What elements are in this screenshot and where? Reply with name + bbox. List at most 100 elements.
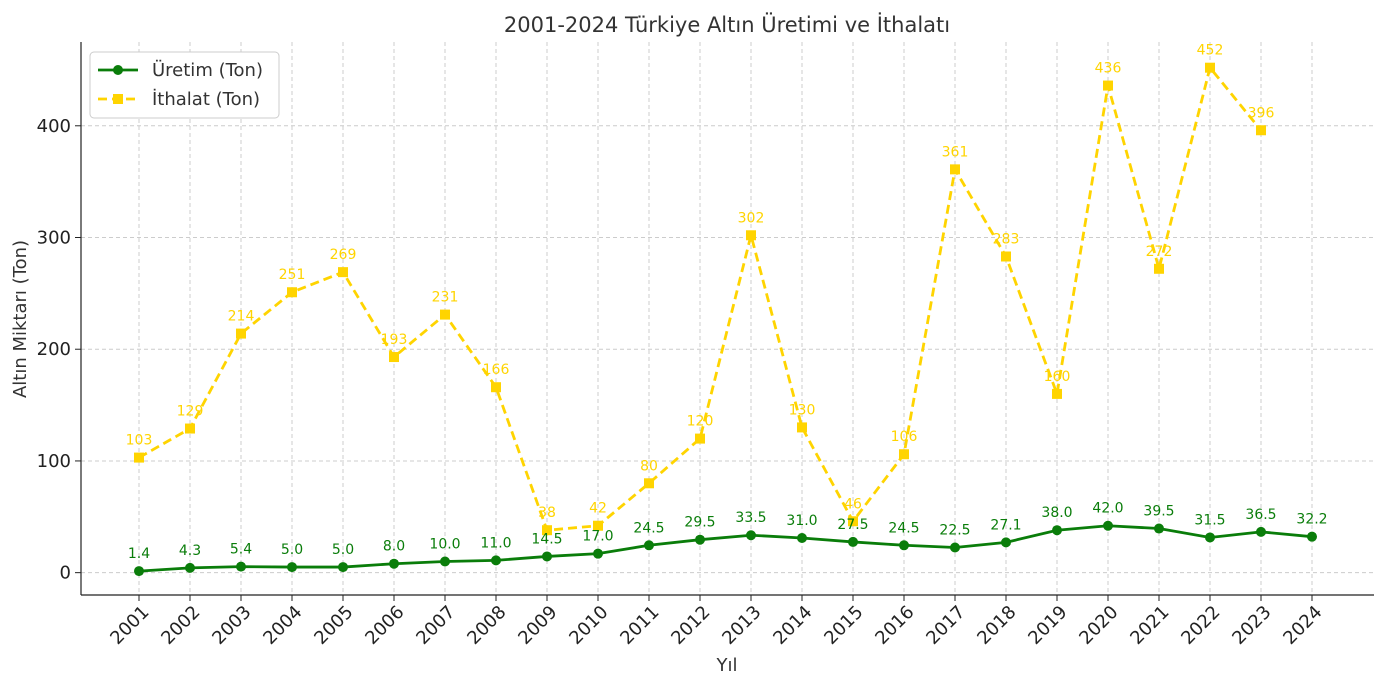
ithalat-point xyxy=(644,478,654,489)
ithalat-point xyxy=(1205,62,1215,73)
y-tick-label: 0 xyxy=(60,563,71,584)
uretim-point xyxy=(491,555,501,566)
x-tick-label: 2003 xyxy=(208,602,255,649)
uretim-point xyxy=(1256,526,1266,537)
uretim-data-label: 24.5 xyxy=(633,520,664,536)
ithalat-point xyxy=(746,230,756,241)
ithalat-point xyxy=(542,525,552,536)
ithalat-point xyxy=(1001,251,1011,262)
y-tick-label: 100 xyxy=(37,451,71,472)
uretim-data-label: 31.5 xyxy=(1194,512,1225,528)
x-tick-label: 2020 xyxy=(1075,602,1122,649)
ithalat-data-label: 120 xyxy=(687,414,714,430)
uretim-data-label: 5.0 xyxy=(281,542,303,558)
uretim-point xyxy=(1103,520,1113,531)
x-tick-label: 2016 xyxy=(871,602,918,649)
x-tick-label: 2013 xyxy=(718,602,765,649)
ithalat-point xyxy=(695,433,705,444)
ithalat-data-label: 269 xyxy=(330,247,357,263)
ithalat-data-label: 396 xyxy=(1248,105,1275,121)
grid xyxy=(81,42,1374,595)
x-axis-label: Yıl xyxy=(716,655,738,676)
uretim-point xyxy=(1205,532,1215,543)
ithalat-point xyxy=(1052,388,1062,399)
uretim-data-label: 22.5 xyxy=(939,523,970,539)
uretim-data-label: 1.4 xyxy=(128,546,150,562)
y-axis-label: Altın Miktarı (Ton) xyxy=(10,240,31,398)
x-tick-label: 2017 xyxy=(922,602,969,649)
ithalat-data-label: 231 xyxy=(432,290,459,306)
x-tick-label: 2019 xyxy=(1024,602,1071,649)
ithalat-point xyxy=(1103,80,1113,91)
uretim-point xyxy=(1052,525,1062,536)
ithalat-data-label: 166 xyxy=(483,362,510,378)
x-tick-label: 2010 xyxy=(565,602,612,649)
x-tick-label: 2014 xyxy=(769,602,816,649)
x-tick-label: 2004 xyxy=(259,602,306,649)
uretim-point xyxy=(338,562,348,573)
uretim-point xyxy=(695,534,705,545)
ithalat-data-label: 160 xyxy=(1044,369,1071,385)
ithalat-point xyxy=(899,449,909,460)
ithalat-point xyxy=(1256,125,1266,136)
uretim-point xyxy=(1001,537,1011,548)
ithalat-point xyxy=(440,309,450,320)
x-tick-label: 2006 xyxy=(361,602,408,649)
uretim-data-label: 24.5 xyxy=(888,520,919,536)
ithalat-point xyxy=(287,287,297,298)
ithalat-point xyxy=(950,164,960,175)
y-tick-label: 300 xyxy=(37,228,71,249)
x-tick-label: 2023 xyxy=(1228,602,1275,649)
ithalat-data-label: 452 xyxy=(1197,43,1224,59)
uretim-data-label: 8.0 xyxy=(383,539,405,555)
y-tick-label: 400 xyxy=(37,116,71,137)
uretim-data-label: 32.2 xyxy=(1296,512,1327,528)
legend-uretim-label: Üretim (Ton) xyxy=(152,59,263,81)
x-tick-label: 2022 xyxy=(1177,602,1224,649)
ithalat-point xyxy=(1154,263,1164,274)
x-tick-label: 2005 xyxy=(310,602,357,649)
series xyxy=(134,62,1317,577)
uretim-data-label: 33.5 xyxy=(735,510,766,526)
chart-title: 2001-2024 Türkiye Altın Üretimi ve İthal… xyxy=(504,12,950,37)
ithalat-data-label: 193 xyxy=(381,332,408,348)
uretim-point xyxy=(236,561,246,572)
uretim-data-label: 17.0 xyxy=(582,529,613,545)
x-tick-label: 2001 xyxy=(106,602,153,649)
uretim-data-label: 31.0 xyxy=(786,513,817,529)
ithalat-data-label: 272 xyxy=(1146,244,1173,260)
uretim-point xyxy=(1154,523,1164,534)
uretim-data-label: 29.5 xyxy=(684,515,715,531)
ithalat-data-label: 129 xyxy=(177,404,204,420)
ithalat-point xyxy=(491,382,501,393)
uretim-point xyxy=(440,556,450,567)
x-tick-label: 2002 xyxy=(157,602,204,649)
uretim-data-label: 5.4 xyxy=(230,542,252,558)
uretim-point xyxy=(134,566,144,577)
ithalat-point xyxy=(134,452,144,463)
x-tick-label: 2024 xyxy=(1279,602,1326,649)
uretim-point xyxy=(1307,531,1317,542)
x-tick-label: 2021 xyxy=(1126,602,1173,649)
x-tick-label: 2007 xyxy=(412,602,459,649)
ithalat-data-label: 46 xyxy=(844,496,862,512)
axes xyxy=(80,42,1374,596)
uretim-point xyxy=(950,542,960,553)
ithalat-data-label: 302 xyxy=(738,210,765,226)
uretim-point xyxy=(593,548,603,559)
y-tick-label: 200 xyxy=(37,339,71,360)
ithalat-point xyxy=(389,352,399,363)
uretim-point xyxy=(797,533,807,544)
uretim-line xyxy=(138,524,1313,573)
uretim-point xyxy=(287,562,297,573)
ithalat-data-label: 106 xyxy=(891,429,918,445)
uretim-data-label: 5.0 xyxy=(332,542,354,558)
ithalat-point xyxy=(797,422,807,433)
uretim-data-label: 10.0 xyxy=(429,536,460,552)
ithalat-line xyxy=(138,64,1263,532)
uretim-point xyxy=(542,551,552,562)
legend: Üretim (Ton) İthalat (Ton) xyxy=(89,51,280,119)
ithalat-data-label: 251 xyxy=(279,267,306,283)
ithalat-data-label: 361 xyxy=(942,144,969,160)
uretim-data-label: 11.0 xyxy=(480,535,511,551)
